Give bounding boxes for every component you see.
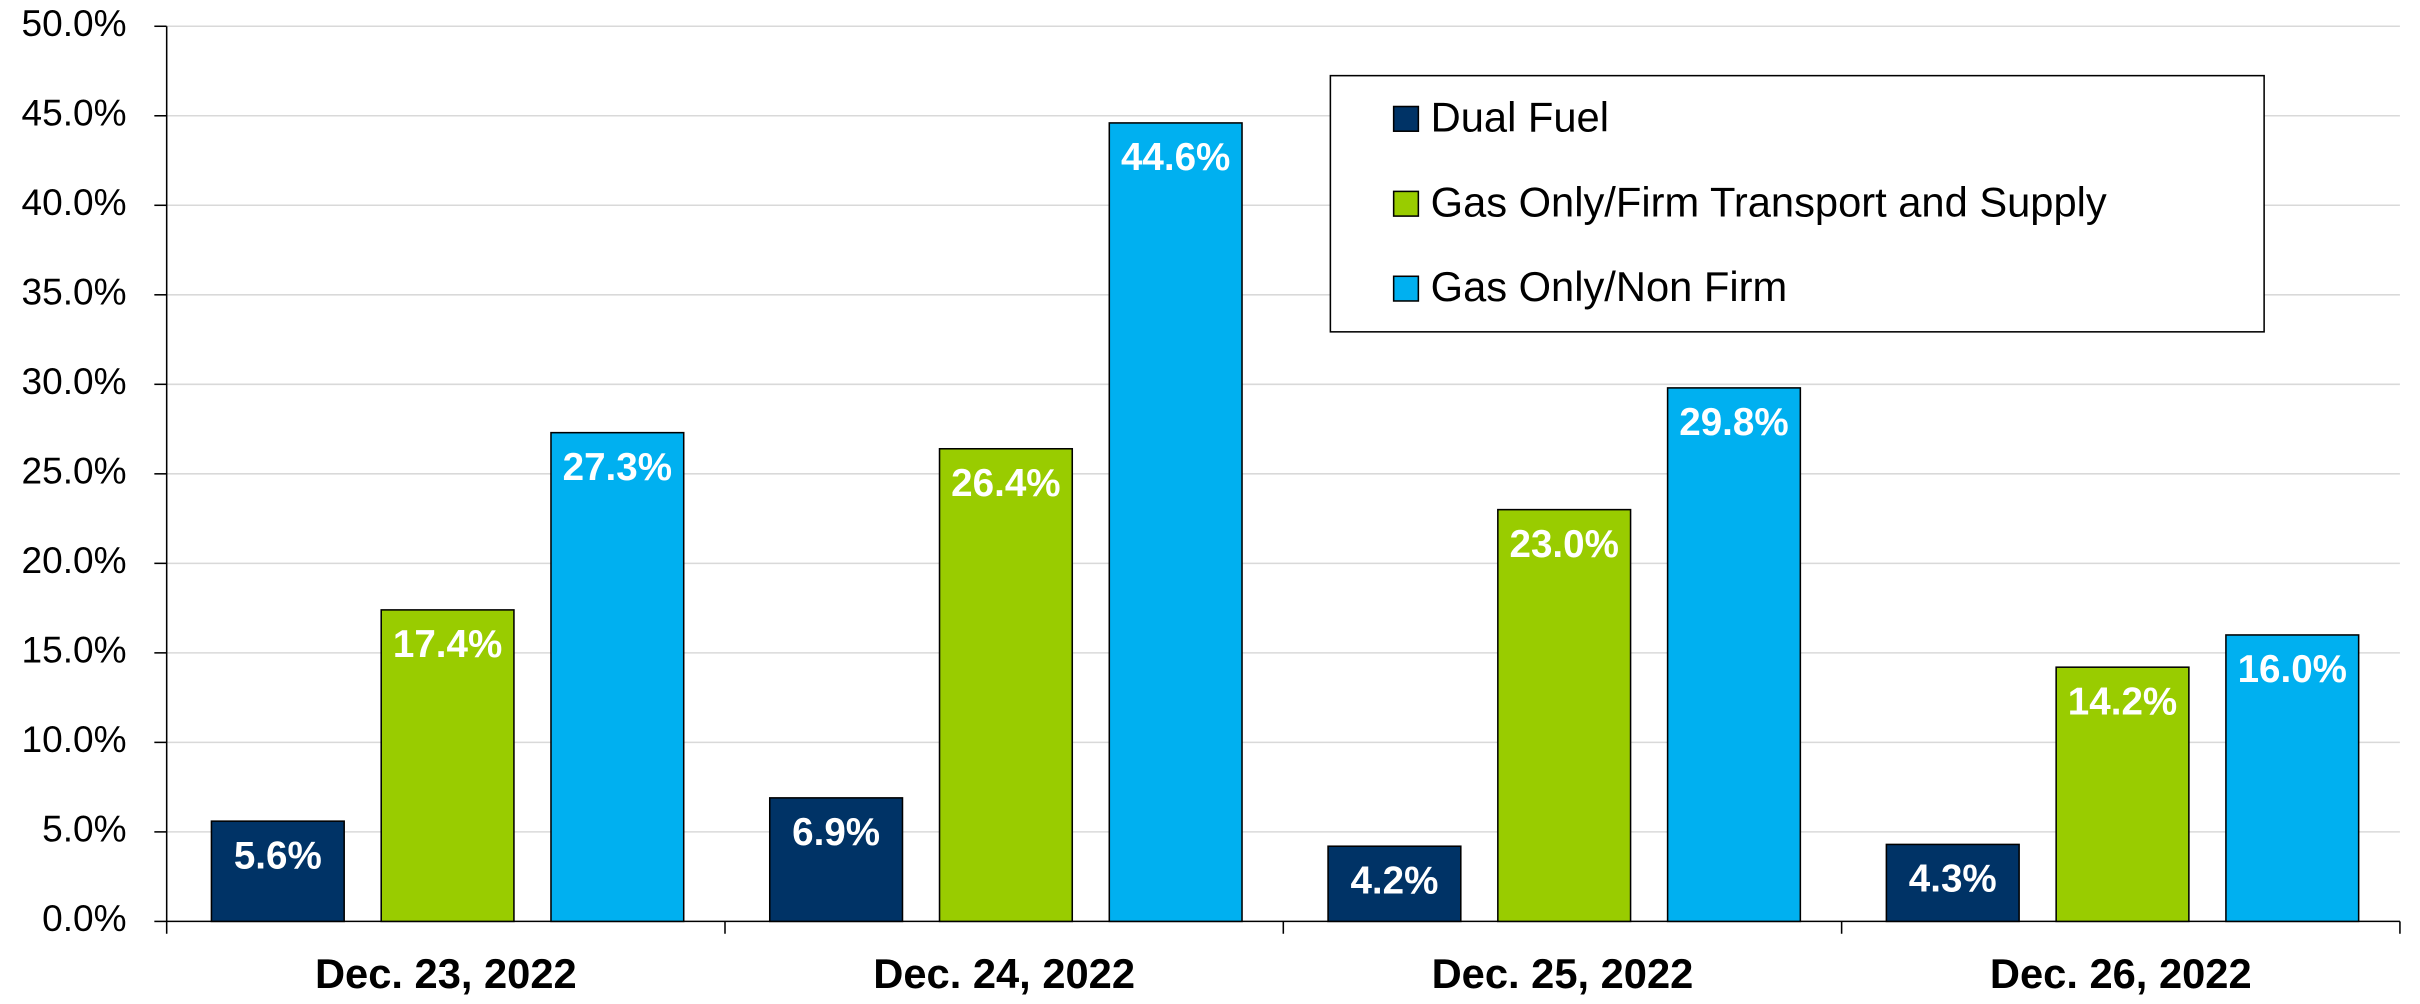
y-tick-label: 5.0% [42,808,126,850]
data-label: 17.4% [393,623,502,666]
data-label: 14.2% [2068,680,2177,723]
y-tick-label: 35.0% [22,271,127,313]
bar [1108,122,1243,923]
data-label: 26.4% [951,462,1060,505]
bar [210,820,345,923]
x-tick-label: Dec. 25, 2022 [1432,950,1694,997]
data-label: 23.0% [1510,523,1619,566]
bar [938,447,1074,923]
y-tick-label: 45.0% [22,92,127,134]
data-label: 27.3% [563,446,672,489]
legend-swatch [1392,275,1420,302]
data-label: 6.9% [792,811,880,854]
legend-swatch [1392,105,1420,132]
bar [1885,843,2020,923]
data-label: 4.2% [1350,859,1438,902]
x-tick-label: Dec. 24, 2022 [873,950,1135,997]
data-label: 44.6% [1121,136,1230,179]
bar [550,431,685,923]
y-tick-label: 20.0% [22,539,127,581]
x-tick-label: Dec. 26, 2022 [1990,950,2252,997]
data-label: 4.3% [1909,858,1997,901]
legend-label: Gas Only/Non Firm [1431,263,1787,310]
bar [380,609,515,923]
legend-label: Gas Only/Firm Transport and Supply [1431,178,2107,225]
y-tick-label: 0.0% [42,897,126,939]
y-tick-label: 25.0% [22,450,127,492]
bar [1327,845,1462,923]
legend-box [1329,74,2265,333]
y-tick-label: 30.0% [22,360,127,402]
y-tick-label: 10.0% [22,718,127,760]
bar [2225,634,2360,923]
legend-label: Dual Fuel [1431,93,1609,140]
y-tick-label: 50.0% [22,2,127,44]
data-label: 16.0% [2238,648,2347,691]
bar [2055,666,2190,923]
bar [768,797,904,923]
data-label: 5.6% [234,834,322,877]
bar [1497,508,1632,923]
y-tick-label: 15.0% [22,629,127,671]
bar [1666,387,1802,923]
data-label: 29.8% [1679,401,1788,444]
x-tick-label: Dec. 23, 2022 [315,950,577,997]
legend-swatch [1392,190,1420,217]
y-tick-label: 40.0% [22,181,127,223]
